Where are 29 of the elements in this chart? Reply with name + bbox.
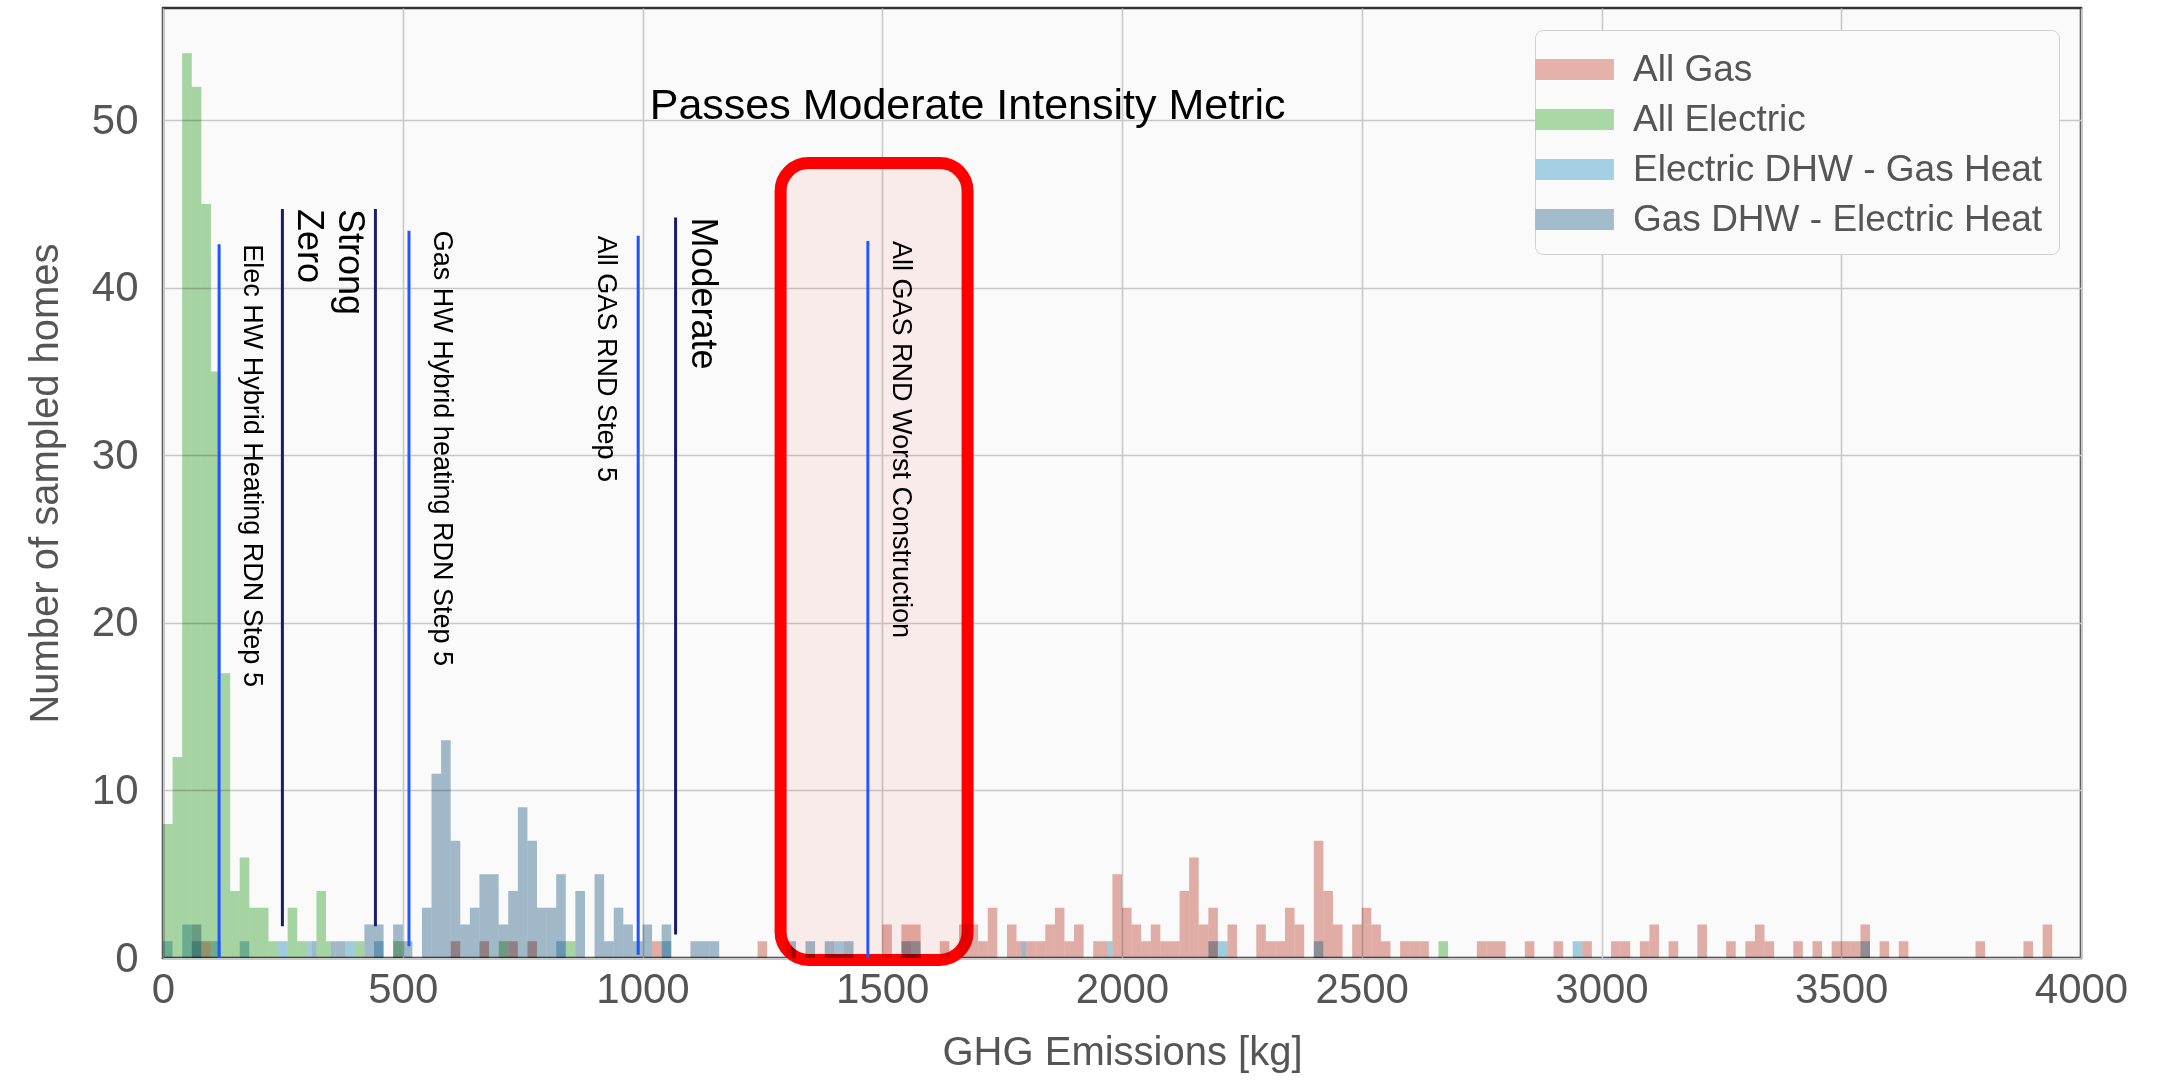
y-tick-label: 30 [91, 430, 139, 478]
x-tick-label: 1500 [836, 964, 930, 1012]
y-tick-label: 50 [91, 95, 139, 143]
legend-label: Electric DHW - Gas Heat [1633, 147, 2043, 189]
x-tick-label: 3500 [1795, 964, 1889, 1012]
y-axis-title: Number of sampled homes [21, 243, 66, 724]
x-tick-label: 2500 [1315, 964, 1409, 1012]
text: All GAS RND Worst Construction [886, 240, 917, 638]
y-tick-label: 0 [115, 933, 139, 981]
x-tick-label: 500 [368, 964, 439, 1012]
x-tick-label: 0 [151, 964, 176, 1012]
y-tick-label: 10 [91, 765, 139, 813]
band-label: Passes Moderate Intensity Metric [649, 80, 1286, 128]
x-tick-label: 2000 [1075, 964, 1170, 1012]
text: Zero [290, 209, 332, 284]
legend-label: Gas DHW - Electric Heat [1633, 197, 2043, 239]
x-axis-title: GHG Emissions [kg] [942, 1028, 1303, 1073]
legend-label: All Gas [1633, 47, 1753, 89]
text: Elec HW Hybrid Heating RDN Step 5 [238, 244, 269, 687]
x-tick-label: 1000 [596, 964, 690, 1012]
text: All GAS RND Step 5 [592, 235, 623, 482]
y-tick-label: 40 [91, 263, 139, 311]
legend-label: All Electric [1633, 97, 1806, 139]
y-tick-label: 20 [91, 598, 139, 646]
x-tick-label: 4000 [2034, 964, 2129, 1012]
x-tick-label: 3000 [1555, 964, 1649, 1012]
text: Moderate [683, 217, 725, 370]
text: Gas HW Hybrid heating RDN Step 5 [427, 230, 458, 667]
text: Strong [331, 209, 373, 316]
